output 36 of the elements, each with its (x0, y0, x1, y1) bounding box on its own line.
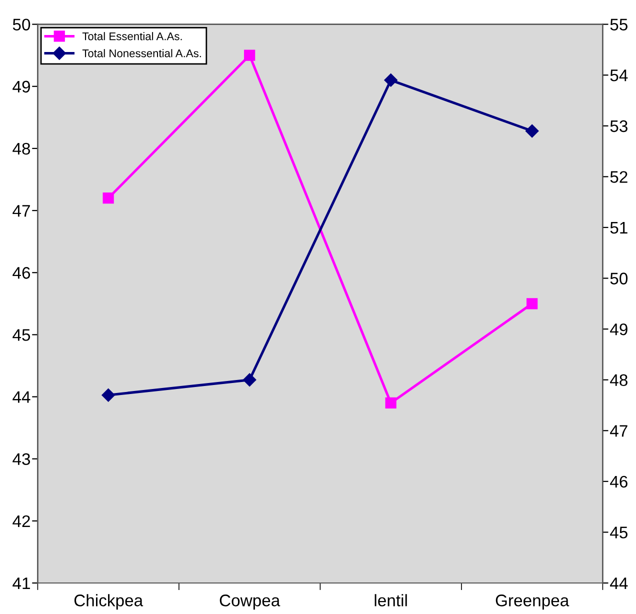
y2-tick-label: 47 (610, 425, 628, 437)
y-tick-label: 46 (12, 267, 30, 279)
point (526, 298, 538, 310)
x-tick-label: Chickpea (74, 594, 144, 610)
y-tick-label: 43 (12, 453, 30, 466)
y2-tick-label: 45 (610, 526, 628, 538)
point (102, 388, 115, 402)
y2-tick-label: 44 (610, 578, 628, 590)
y2-tick-label: 50 (610, 272, 628, 284)
y2-tick-label: 48 (610, 374, 628, 386)
legend-label: Total Nonessential A.As. (82, 49, 201, 58)
y-tick-label: 47 (12, 205, 30, 217)
point (385, 397, 396, 409)
y2-tick-label: 46 (610, 476, 628, 488)
y2-tick-label: 49 (610, 323, 628, 336)
y-tick-label: 45 (12, 329, 30, 341)
y2-tick-label: 51 (610, 222, 628, 234)
y2-tick-label: 54 (610, 70, 628, 82)
x-tick-label: lentil (374, 594, 407, 606)
legend-label: Total Essential A.As. (82, 32, 182, 40)
y-tick-label: 42 (12, 515, 30, 527)
point (242, 373, 256, 386)
x-tick-label: Greenpea (496, 594, 570, 610)
point (384, 74, 398, 87)
y2-tick-label: 55 (610, 18, 628, 31)
y-tick-label: 49 (12, 80, 30, 93)
x-tick-label: Cowpea (220, 594, 280, 610)
y-tick-label: 41 (12, 578, 30, 590)
y2-tick-label: 53 (610, 120, 628, 132)
y-tick-label: 44 (12, 391, 30, 403)
point (525, 124, 539, 138)
point (102, 192, 114, 204)
y-tick-label: 50 (12, 18, 30, 31)
point (244, 50, 256, 61)
y2-tick-label: 52 (610, 171, 628, 183)
y-tick-label: 48 (12, 142, 30, 155)
